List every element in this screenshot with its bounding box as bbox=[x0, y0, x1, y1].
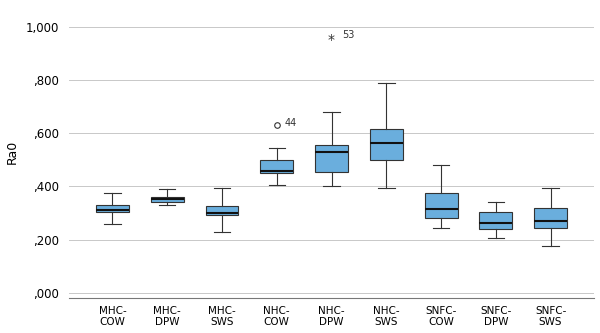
PathPatch shape bbox=[260, 160, 293, 173]
PathPatch shape bbox=[151, 196, 184, 202]
Text: 44: 44 bbox=[285, 118, 297, 128]
Text: 53: 53 bbox=[343, 30, 355, 40]
PathPatch shape bbox=[96, 205, 129, 212]
PathPatch shape bbox=[206, 206, 238, 215]
PathPatch shape bbox=[534, 208, 567, 228]
Y-axis label: Ra0: Ra0 bbox=[5, 140, 19, 164]
Text: *: * bbox=[328, 33, 335, 47]
PathPatch shape bbox=[479, 212, 512, 229]
PathPatch shape bbox=[425, 193, 458, 218]
PathPatch shape bbox=[315, 145, 348, 172]
PathPatch shape bbox=[370, 129, 403, 160]
